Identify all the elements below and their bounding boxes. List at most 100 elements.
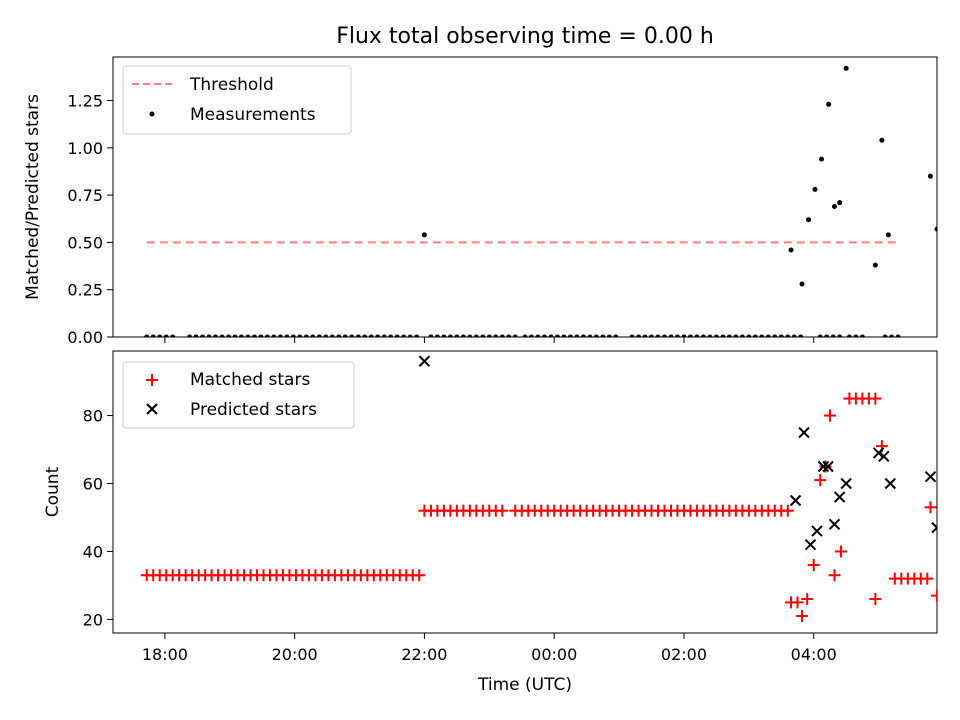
top-ytick-label: 0.75 [67, 186, 103, 205]
measurement-point [772, 334, 778, 337]
bottom-ytick-label: 80 [83, 407, 103, 426]
measurement-point [290, 334, 296, 337]
measurement-point [859, 334, 865, 337]
measurement-point [297, 334, 303, 337]
measurement-point [219, 334, 225, 337]
measurement-point [713, 334, 719, 337]
measurement-point [574, 334, 580, 337]
measurement-point [700, 334, 706, 337]
matched-star-point [921, 572, 934, 585]
measurement-point [882, 334, 888, 337]
bottom-axes: 20 40 60 80 18:00 20:00 22:00 00:00 02:00 04:00 [83, 407, 837, 664]
measurement-point [941, 255, 946, 260]
predicted-star-point [804, 538, 817, 551]
predicted-star-point [418, 355, 431, 367]
measurement-point [310, 334, 316, 337]
measurement-point [355, 334, 361, 337]
measurement-point [225, 334, 231, 337]
measurement-point [421, 232, 427, 238]
bottom-xtick-label: 18:00 [142, 645, 188, 664]
matched-star-point [496, 504, 509, 517]
measurement-point [473, 334, 479, 337]
measurement-point [785, 334, 791, 337]
matched-star-point [924, 501, 937, 514]
measurement-point [629, 334, 635, 337]
measurement-point [441, 334, 447, 337]
top-legend-box [122, 65, 352, 135]
measurement-point [434, 334, 440, 337]
measurement-point [642, 334, 648, 337]
measurement-point [499, 334, 505, 337]
measurement-point [831, 203, 837, 209]
measurement-point [232, 334, 238, 337]
measurement-point [668, 334, 674, 337]
top-y-axis-label: Matched/Predicted stars [23, 94, 43, 300]
bottom-xtick-label: 22:00 [401, 645, 447, 664]
predicted-star-point [840, 477, 852, 490]
legend-predicted-swatch [146, 403, 158, 415]
bottom-xtick-label: 02:00 [661, 645, 707, 664]
measurement-point [746, 334, 752, 337]
bottom-legend: Matched stars Predicted stars [122, 361, 355, 429]
matched-star-point [869, 392, 882, 405]
legend-matched-label: Matched stars [190, 370, 310, 390]
measurement-point [765, 334, 771, 337]
measurement-point [394, 334, 400, 337]
measurement-point [447, 334, 453, 337]
measurement-point [587, 334, 593, 337]
measurement-point [752, 334, 758, 337]
measurement-point [826, 101, 832, 107]
top-ytick-label: 1.25 [67, 92, 103, 111]
measurement-point [636, 334, 642, 337]
top-clipped-marks [144, 65, 946, 337]
predicted-star-point [789, 494, 802, 507]
measurement-point [460, 334, 466, 337]
legend-predicted-label: Predicted stars [190, 400, 317, 420]
x-axis-label: Time (UTC) [477, 675, 572, 695]
top-panel: 0.00 0.25 0.50 0.75 1.00 1.25 Matched/Predict… [23, 56, 946, 347]
measurement-point [830, 334, 836, 337]
measurement-point [368, 334, 374, 337]
measurement-point [303, 334, 309, 337]
measurement-point [788, 247, 794, 253]
measurement-point [580, 334, 586, 337]
bottom-ytick-label: 20 [83, 610, 103, 629]
measurement-point [506, 334, 512, 337]
top-ytick-label: 0.50 [67, 233, 103, 252]
measurement-point [548, 334, 554, 337]
measurement-point [837, 334, 843, 337]
predicted-star-point [798, 426, 810, 439]
measurement-point [349, 334, 355, 337]
measurement-point [258, 334, 264, 337]
measurement-point [535, 334, 541, 337]
measurement-point [661, 334, 667, 337]
measurement-point [163, 334, 169, 337]
matched-star-point [828, 569, 841, 582]
matched-star-point [834, 545, 847, 558]
measurement-point [251, 334, 257, 337]
measurement-point [694, 334, 700, 337]
top-axes: 0.00 0.25 0.50 0.75 1.00 1.25 [67, 92, 815, 347]
measurement-point [885, 232, 891, 238]
measurement-point [150, 334, 156, 337]
predicted-star-point [822, 460, 834, 473]
matched-star-point [941, 596, 953, 608]
measurement-point [600, 334, 606, 337]
measurement-point [843, 65, 849, 71]
measurement-point [454, 334, 460, 337]
predicted-star-point [828, 518, 841, 530]
measurement-point [486, 334, 492, 337]
legend-measurements-label: Measurements [190, 105, 316, 125]
measurement-point [271, 334, 277, 337]
measurement-point [329, 334, 335, 337]
matched-star-point [954, 596, 960, 608]
measurement-point [739, 334, 745, 337]
measurement-point [778, 334, 784, 337]
bottom-y-axis-label: Count [43, 466, 63, 517]
top-ytick-label: 0.00 [67, 328, 103, 347]
measurement-point [812, 186, 818, 192]
bottom-plot-frame [112, 350, 938, 634]
measurement-point [806, 217, 812, 223]
matched-star-point [801, 593, 814, 606]
